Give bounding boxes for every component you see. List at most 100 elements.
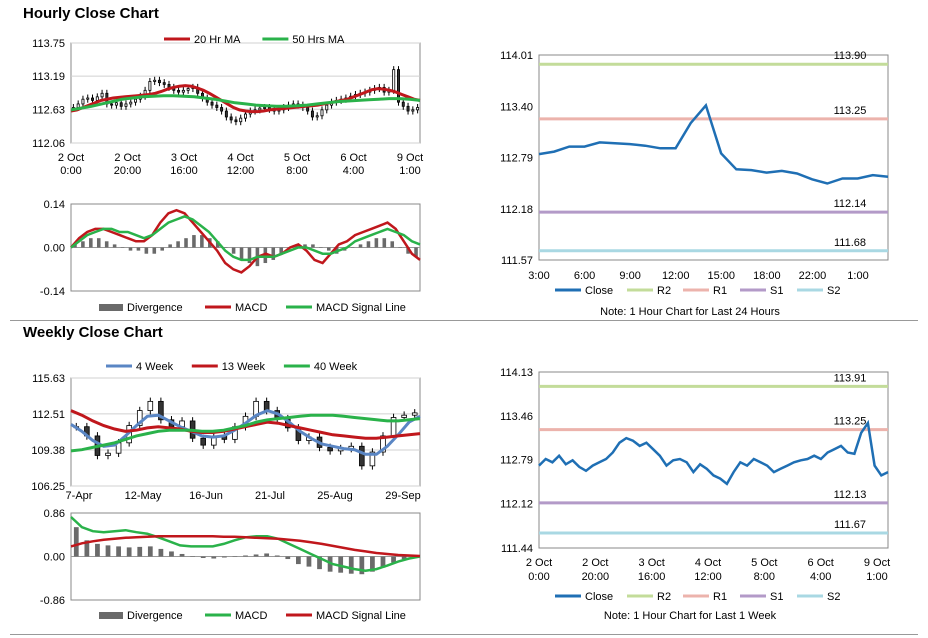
hourly-close-24h-xtick: 22:00 [799, 270, 827, 282]
weekly-close-1wk-ytick: 114.13 [500, 367, 533, 379]
hourly-close-24h-level-label-r1: 113.25 [834, 105, 867, 117]
weekly-macd-divergence-bar [137, 546, 143, 557]
hourly-macd-divergence-bar [326, 247, 331, 251]
hourly-price-candle [234, 119, 238, 123]
weekly-close-1wk-xtick-time: 16:00 [638, 571, 666, 583]
hourly-macd-divergence-bar [120, 247, 125, 248]
weekly-macd-divergence-bar [73, 527, 79, 557]
hourly-price-candle [95, 96, 99, 101]
weekly-close-1wk-xtick-time: 12:00 [694, 571, 722, 583]
hourly-price-candle [220, 107, 224, 112]
weekly-close-1wk-xtick-time: 20:00 [582, 571, 610, 583]
weekly-close-1wk-xtick-time: 4:00 [810, 571, 831, 583]
hourly-price-candle [416, 107, 420, 111]
weekly-price-legend-0-label: 4 Week [136, 361, 174, 373]
weekly-macd-divergence-bar [306, 556, 312, 567]
hourly-macd-ytick: -0.14 [40, 286, 65, 298]
hourly-macd-divergence-bar [128, 247, 133, 251]
weekly-macd-divergence-bar [380, 556, 386, 568]
hourly-price-candle [129, 101, 133, 105]
weekly-close-1wk-ytick: 112.79 [500, 455, 533, 467]
hourly-macd-legend-macd-label: MACD [235, 302, 267, 314]
hourly-macd-divergence-bar [144, 247, 149, 254]
hourly-price-candle [392, 69, 396, 91]
hourly-macd-divergence-bar [176, 241, 180, 248]
hourly-price-xtick-time: 1:00 [399, 165, 420, 177]
weekly-macd-divergence-bar [253, 554, 259, 557]
hourly-close-24h-frame [538, 54, 889, 261]
weekly-close-1wk-ytick: 113.46 [500, 411, 533, 423]
hourly-macd-macd-line [70, 208, 421, 274]
hourly-close-24h-level-label-s1: 112.14 [834, 198, 867, 210]
weekly-macd-divergence-bar [295, 556, 301, 565]
hourly-price-candle [157, 79, 161, 84]
weekly-price-candle [200, 437, 206, 446]
weekly-close-1wk-note: Note: 1 Hour Chart for Last 1 Week [604, 610, 777, 622]
hourly-macd-divergence-bar [223, 247, 228, 248]
hourly-macd-divergence-bar [160, 247, 165, 251]
weekly-macd-signal-line [70, 535, 421, 558]
weekly-close-1wk-xtick-date: 5 Oct [751, 557, 777, 569]
hourly-macd-divergence-bar [263, 247, 268, 264]
weekly-macd-divergence-bar [359, 556, 365, 575]
hourly-price-candle [153, 79, 157, 82]
bottom-divider [10, 634, 918, 635]
weekly-price-candle [327, 447, 333, 452]
hourly-close-24h-close-line [538, 102, 889, 185]
weekly-close-1wk-legend-s2-label: S2 [827, 591, 840, 603]
weekly-macd-divergence-bar [116, 546, 121, 557]
hourly-macd-divergence-bar [366, 241, 371, 248]
weekly-close-1wk-xtick-time: 1:00 [866, 571, 887, 583]
hourly-price-ytick: 112.63 [32, 104, 65, 116]
hourly-price-candle [210, 101, 214, 106]
hourly-close-24h-ytick: 112.79 [500, 153, 533, 165]
hourly-price-xtick-date: 2 Oct [58, 152, 84, 164]
weekly-price-xtick: 7-Apr [66, 490, 93, 502]
hourly-close-24h-xtick: 12:00 [662, 270, 690, 282]
hourly-price-ma50-line [70, 94, 421, 112]
weekly-price-xtick: 29-Sep [385, 490, 420, 502]
hourly-price-candle [224, 110, 228, 118]
weekly-close-1wk-frame [538, 371, 889, 549]
hourly-price-xtick-time: 12:00 [227, 165, 255, 177]
hourly-macd-divergence-bar [406, 247, 410, 254]
hourly-price-candle [401, 101, 405, 107]
hourly-close-24h-xtick: 15:00 [708, 270, 736, 282]
weekly-macd-divergence-bar [232, 556, 238, 558]
weekly-price-candle [380, 435, 386, 453]
hourly-macd-divergence-bar [303, 244, 307, 248]
hourly-macd-divergence-bar [390, 241, 395, 248]
hourly-macd-signal-line [70, 215, 421, 262]
weekly-macd-divergence-bar [200, 556, 206, 559]
hourly-price-candle [181, 89, 185, 93]
hourly-macd-divergence-bar [231, 247, 236, 254]
hourly-price-candle [110, 103, 114, 106]
hourly-price-candle [258, 107, 262, 111]
weekly-close-1wk-legend-r2-label: R2 [657, 591, 671, 603]
hourly-macd-divergence-bar [192, 235, 196, 248]
hourly-macd-ytick: 0.00 [44, 243, 65, 255]
weekly-price-xtick: 25-Aug [317, 490, 352, 502]
weekly-macd-macd-line [70, 516, 421, 572]
hourly-price-candle [114, 102, 118, 106]
weekly-macd-divergence-bar [126, 547, 132, 557]
hourly-price-xtick-date: 6 Oct [340, 152, 366, 164]
weekly-macd-legend-signal-label: MACD Signal Line [316, 610, 406, 622]
weekly-close-1wk-legend-close-label: Close [585, 591, 613, 603]
hourly-close-24h-level-label-s2: 111.68 [834, 237, 866, 249]
weekly-macd-divergence-bar [84, 540, 90, 557]
weekly-section-title: Weekly Close Chart [23, 324, 163, 341]
hourly-price-candle [148, 81, 152, 91]
hourly-close-24h-ytick: 111.57 [501, 255, 533, 267]
hourly-macd-divergence-bar [414, 247, 418, 257]
weekly-price-xtick: 16-Jun [189, 490, 223, 502]
hourly-macd-legend-signal-label: MACD Signal Line [316, 302, 406, 314]
hourly-macd-divergence-bar [89, 238, 93, 248]
hourly-macd-divergence-bar [398, 247, 402, 248]
weekly-macd-divergence-bar [221, 556, 227, 558]
hourly-macd-divergence-bar [152, 247, 157, 254]
hourly-macd-legend-divergence-swatch [99, 304, 123, 311]
weekly-macd-legend-macd-label: MACD [235, 610, 267, 622]
hourly-price-candle [406, 105, 410, 112]
